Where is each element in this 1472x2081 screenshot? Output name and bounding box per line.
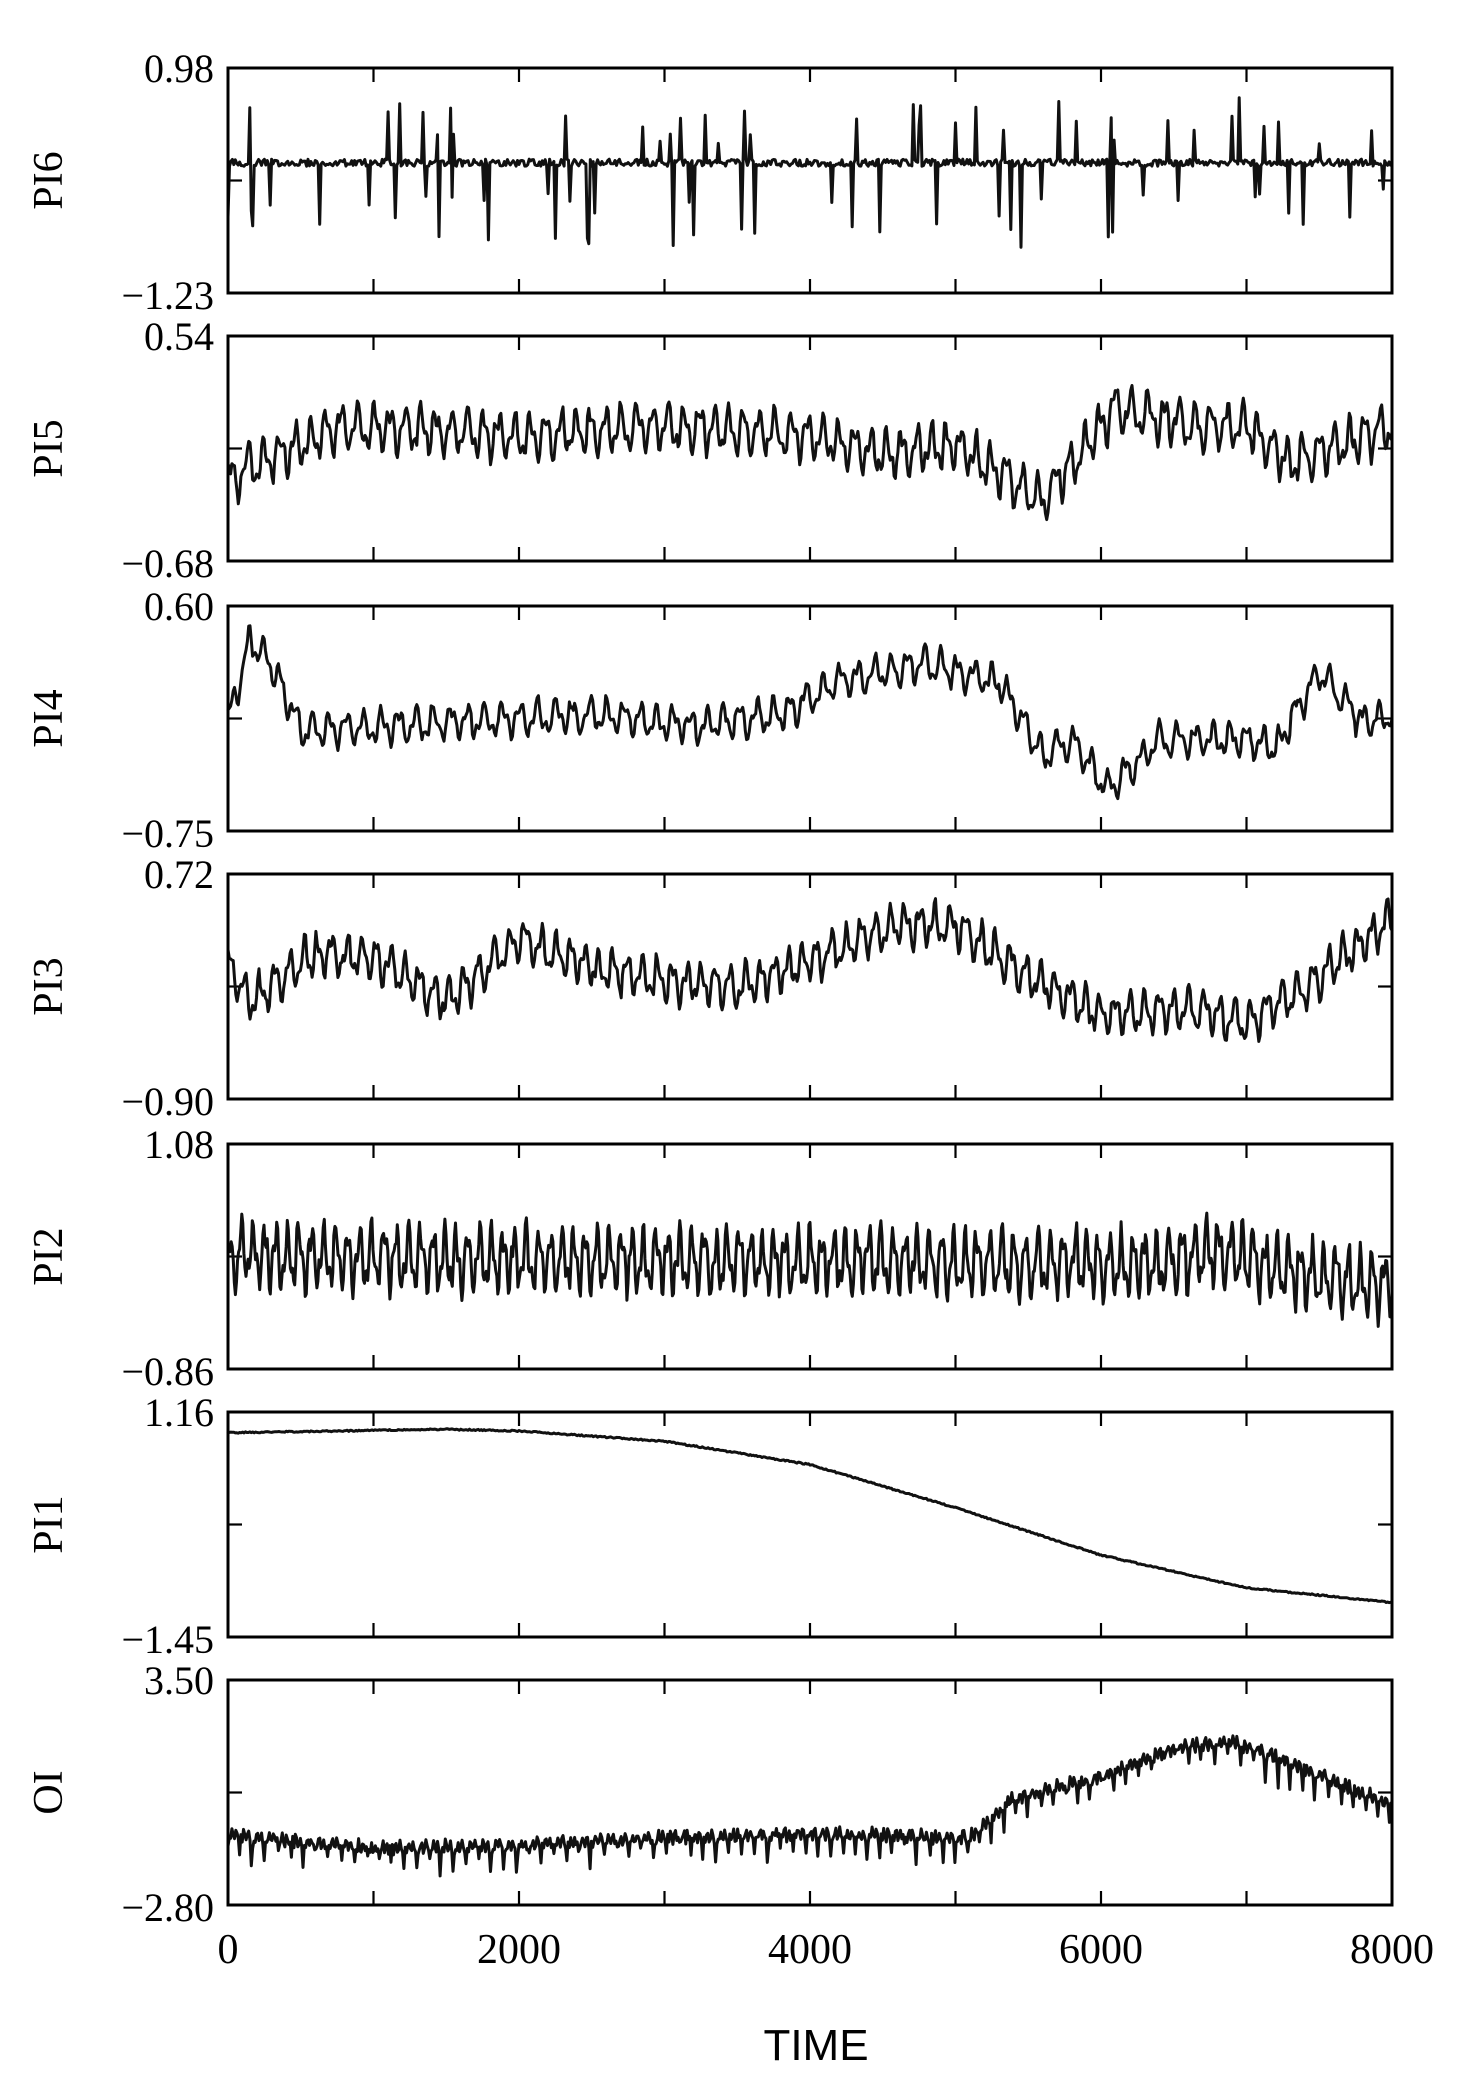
- x-tick-label: 0: [218, 1927, 239, 1973]
- y-axis-label: PI6: [26, 151, 72, 209]
- series-line-pi2: [226, 1211, 1394, 1328]
- series-line-pi6: [226, 96, 1394, 249]
- panel-frame: [226, 604, 1394, 833]
- y-max-label: 0.54: [144, 314, 214, 359]
- y-max-label: 3.50: [144, 1658, 214, 1703]
- y-min-label: −0.86: [121, 1349, 214, 1394]
- y-axis-label: PI2: [26, 1227, 72, 1285]
- x-tick-label: 6000: [1059, 1927, 1143, 1973]
- panel-pi2: 1.08 −0.86 PI2: [26, 1122, 1394, 1394]
- panel-frame: [226, 66, 1394, 295]
- y-max-label: 0.98: [144, 46, 214, 91]
- y-min-label: −1.23: [121, 273, 214, 318]
- panel-frame: [226, 1142, 1394, 1371]
- y-max-label: 1.16: [144, 1390, 214, 1435]
- panel-oi: 3.50 −2.80 OI: [26, 1658, 1394, 1930]
- y-max-label: 1.08: [144, 1122, 214, 1167]
- panel-frame: [226, 872, 1394, 1101]
- series-line-pi5: [226, 384, 1394, 522]
- series-line-pi1: [226, 1427, 1394, 1605]
- series-line-oi: [226, 1734, 1394, 1878]
- y-axis-label: OI: [26, 1770, 72, 1814]
- panel-frame: [226, 334, 1394, 563]
- series-line-pi3: [226, 897, 1394, 1043]
- panel-pi5: 0.54 −0.68 PI5: [26, 314, 1394, 586]
- y-max-label: 0.60: [144, 584, 214, 629]
- series-line-pi4: [226, 624, 1394, 801]
- panel-pi6: 0.98 −1.23 PI6: [26, 46, 1394, 318]
- panels-layer: 0.98 −1.23 PI6 0.54 −0.68 PI5 0.60 −0.75 PI4 0.72…: [26, 46, 1394, 1930]
- x-tick-label: 2000: [477, 1927, 561, 1973]
- panel-frame: [226, 1410, 1394, 1639]
- y-min-label: −0.75: [121, 811, 214, 856]
- panel-pi4: 0.60 −0.75 PI4: [26, 584, 1394, 856]
- y-axis-label: PI3: [26, 957, 72, 1015]
- x-tick-label: 4000: [768, 1927, 852, 1973]
- x-tick-label: 8000: [1350, 1927, 1434, 1973]
- panel-frame: [226, 1678, 1394, 1907]
- y-axis-label: PI4: [26, 689, 72, 747]
- x-axis-label: TIME: [763, 2021, 868, 2070]
- y-min-label: −0.90: [121, 1079, 214, 1124]
- panel-pi3: 0.72 −0.90 PI3: [26, 852, 1394, 1124]
- y-max-label: 0.72: [144, 852, 214, 897]
- y-min-label: −0.68: [121, 541, 214, 586]
- y-axis-label: PI5: [26, 419, 72, 477]
- x-axis: 0 2000 4000 6000 8000 TIME: [218, 1927, 1435, 2070]
- y-axis-label: PI1: [26, 1495, 72, 1553]
- panel-pi1: 1.16 −1.45 PI1: [26, 1390, 1394, 1662]
- y-min-label: −1.45: [121, 1617, 214, 1662]
- y-min-label: −2.80: [121, 1885, 214, 1930]
